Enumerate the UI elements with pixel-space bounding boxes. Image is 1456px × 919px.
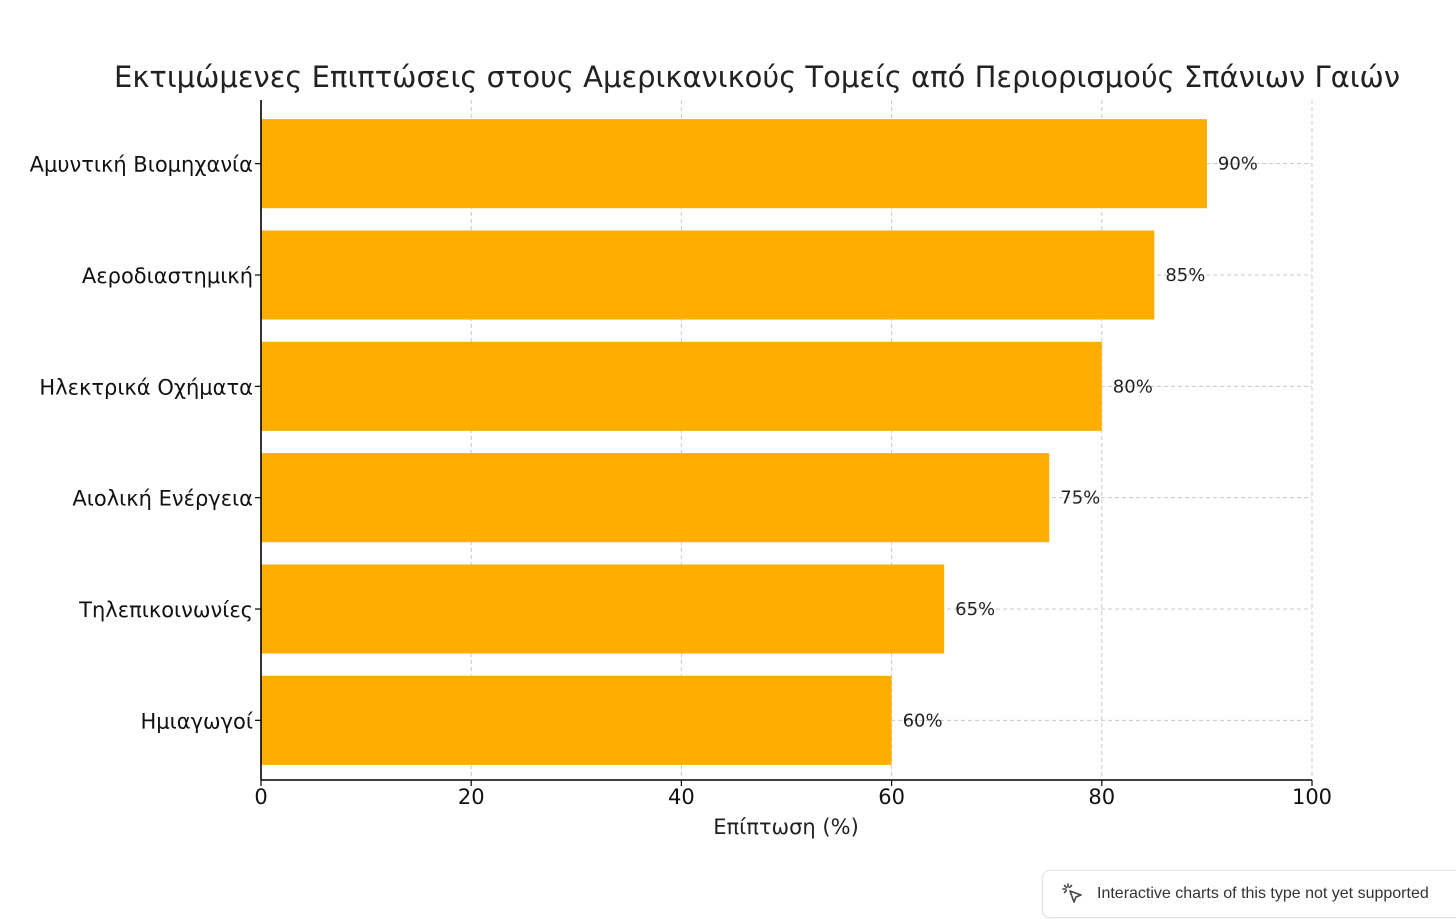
category-label: Τηλεπικοινωνίες <box>78 598 253 622</box>
category-label: Ηλεκτρικά Οχήματα <box>39 375 253 399</box>
bar <box>261 453 1050 543</box>
value-label: 90% <box>1218 154 1258 175</box>
category-label: Ημιαγωγοί <box>141 709 254 733</box>
bars <box>261 119 1207 765</box>
value-label: 80% <box>1113 376 1153 397</box>
x-tick-labels: 0 20 40 60 80 100 <box>254 785 1332 809</box>
x-tick-label: 40 <box>668 785 695 809</box>
x-tick-label: 20 <box>458 785 485 809</box>
bar <box>261 564 945 654</box>
category-label: Αεροδιαστημική <box>82 264 253 288</box>
chart-title: Εκτιμώμενες Επιπτώσεις στους Αμερικανικο… <box>114 60 1400 94</box>
value-labels: 90% 85% 80% 75% 65% 60% <box>903 154 1258 732</box>
unsupported-chart-notice: Interactive charts of this type not yet … <box>1042 870 1456 918</box>
sparkle-cursor-icon <box>1061 882 1085 906</box>
axes <box>255 100 1313 786</box>
category-label: Αιολική Ενέργεια <box>72 487 253 511</box>
x-tick-label: 100 <box>1292 785 1332 809</box>
x-axis-label: Επίπτωση (%) <box>713 815 859 839</box>
bar <box>261 341 1102 431</box>
value-label: 75% <box>1060 488 1100 509</box>
value-label: 65% <box>955 599 995 620</box>
bar <box>261 119 1207 209</box>
category-label: Αμυντική Βιομηχανία <box>30 153 253 177</box>
x-tick-label: 60 <box>878 785 905 809</box>
notice-text: Interactive charts of this type not yet … <box>1097 885 1429 902</box>
value-label: 60% <box>903 710 943 731</box>
bar <box>261 230 1155 320</box>
category-labels: Αμυντική Βιομηχανία Αεροδιαστημική Ηλεκτρι… <box>30 153 253 734</box>
x-tick-label: 0 <box>254 785 267 809</box>
x-tick-label: 80 <box>1088 785 1115 809</box>
bar <box>261 675 892 765</box>
value-label: 85% <box>1165 265 1205 286</box>
